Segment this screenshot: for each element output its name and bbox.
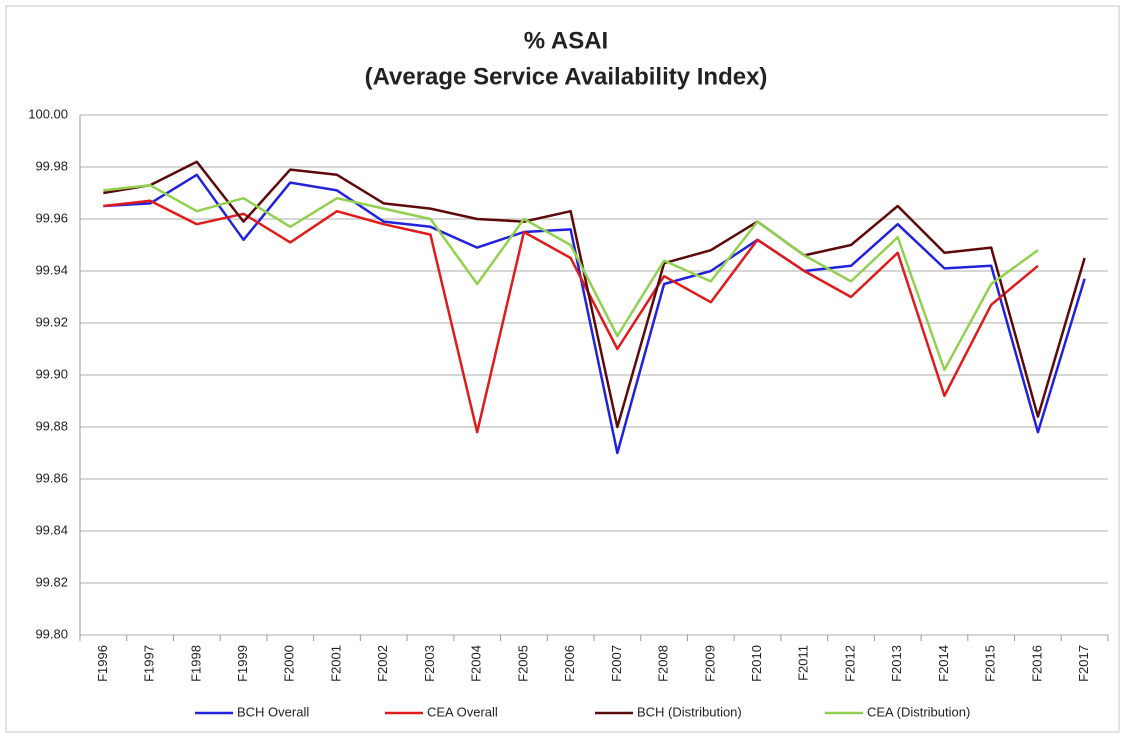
x-tick-label: F2014 xyxy=(936,645,951,682)
y-tick-label: 100.00 xyxy=(28,106,68,121)
x-tick-label: F2017 xyxy=(1076,645,1091,682)
legend-label: CEA Overall xyxy=(427,704,498,719)
x-tick-label: F2006 xyxy=(562,645,577,682)
x-tick-label: F1996 xyxy=(95,645,110,682)
x-tick-label: F2009 xyxy=(702,645,717,682)
legend-label: BCH Overall xyxy=(237,704,309,719)
y-tick-label: 99.88 xyxy=(35,418,68,433)
x-tick-label: F2000 xyxy=(282,645,297,682)
x-tick-label: F2003 xyxy=(422,645,437,682)
y-tick-label: 99.82 xyxy=(35,574,68,589)
series-line xyxy=(103,160,1086,429)
x-tick-label: F1997 xyxy=(142,645,157,682)
x-tick-label: F2007 xyxy=(609,645,624,682)
chart-subtitle: (Average Service Availability Index) xyxy=(365,63,768,90)
y-tick-label: 99.98 xyxy=(35,158,68,173)
x-tick-label: F2004 xyxy=(469,645,484,682)
y-tick-label: 99.80 xyxy=(35,626,68,641)
x-tick-label: F2001 xyxy=(328,645,343,682)
x-tick-label: F2012 xyxy=(842,645,857,682)
series-line xyxy=(103,183,1039,372)
legend-label: BCH (Distribution) xyxy=(637,704,742,719)
x-tick-label: F2013 xyxy=(889,645,904,682)
chart-title: % ASAI xyxy=(524,27,608,54)
x-tick-label: F2010 xyxy=(749,645,764,682)
x-tick-label: F1999 xyxy=(235,645,250,682)
x-tick-label: F1998 xyxy=(188,645,203,682)
y-tick-label: 99.84 xyxy=(35,522,68,537)
y-tick-label: 99.96 xyxy=(35,210,68,225)
y-tick-label: 99.86 xyxy=(35,470,68,485)
x-tick-label: F2015 xyxy=(983,645,998,682)
x-tick-label: F2016 xyxy=(1029,645,1044,682)
chart-border xyxy=(5,5,1120,733)
series-line xyxy=(103,199,1039,434)
y-tick-label: 99.92 xyxy=(35,314,68,329)
x-tick-label: F2005 xyxy=(515,645,530,682)
x-tick-label: F2008 xyxy=(656,645,671,682)
x-tick-label: F2011 xyxy=(796,645,811,681)
x-tick-label: F2002 xyxy=(375,645,390,682)
y-tick-label: 99.90 xyxy=(35,366,68,381)
legend-label: CEA (Distribution) xyxy=(867,704,970,719)
y-tick-label: 99.94 xyxy=(35,262,68,277)
